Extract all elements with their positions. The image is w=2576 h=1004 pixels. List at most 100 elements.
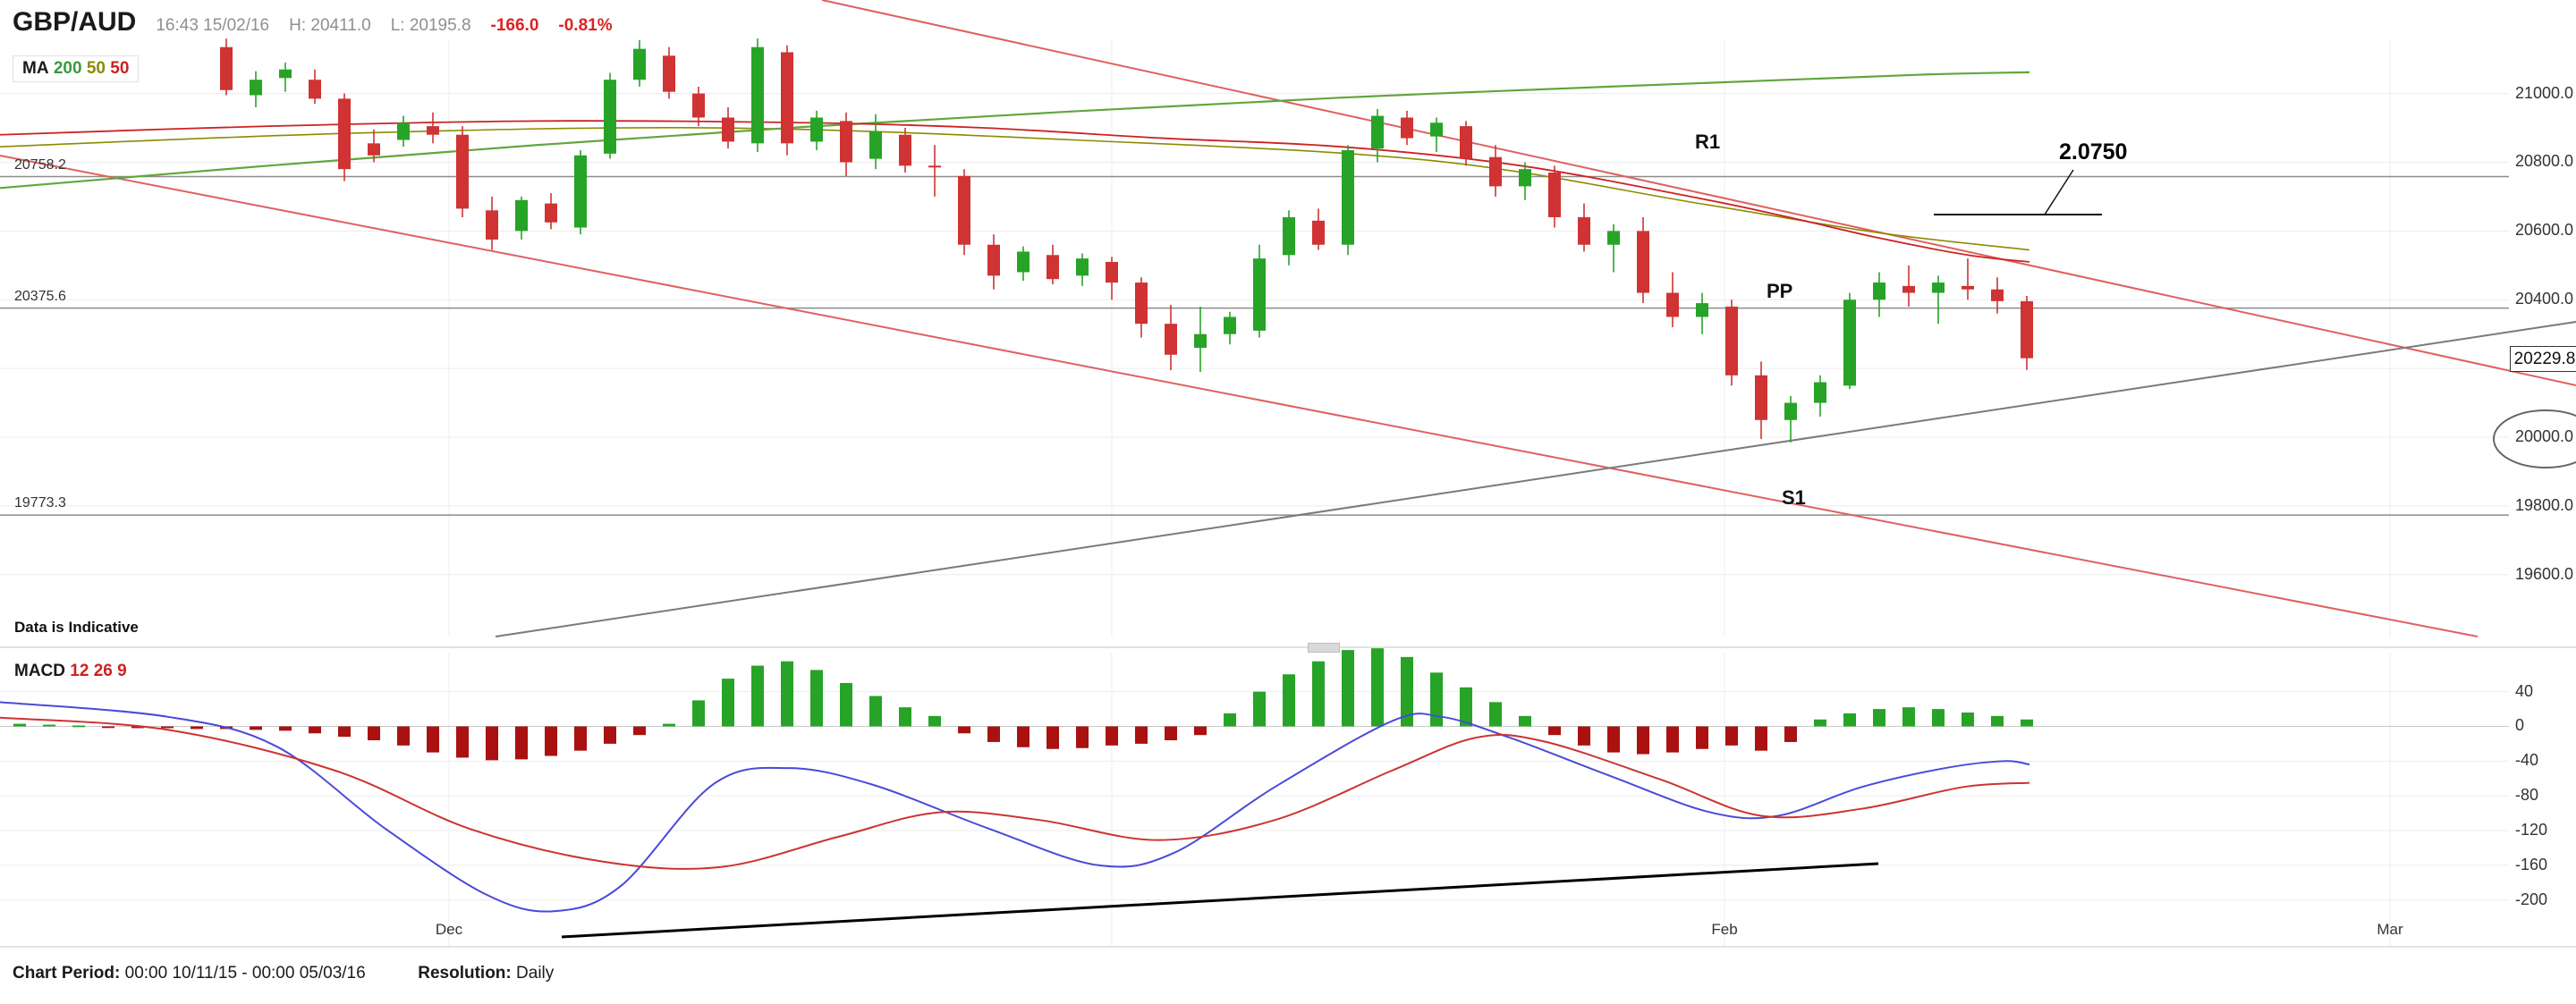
candle-body bbox=[486, 210, 498, 240]
macd-bar bbox=[545, 726, 557, 756]
macd-bar bbox=[810, 670, 823, 727]
macd-bar bbox=[1342, 650, 1354, 727]
candle-body bbox=[1991, 289, 2004, 301]
data-indicative-note: Data is Indicative bbox=[14, 619, 139, 636]
candle-body bbox=[1637, 231, 1649, 293]
macd-bar bbox=[338, 726, 351, 738]
macd-bar bbox=[1548, 726, 1561, 736]
change-value: -166.0 bbox=[490, 16, 539, 35]
change-percent: -0.81% bbox=[558, 16, 613, 35]
macd-histogram bbox=[13, 648, 2033, 761]
candle-body bbox=[368, 143, 380, 156]
candle-body bbox=[220, 46, 233, 90]
candle-body bbox=[869, 131, 882, 159]
macd-bar bbox=[1725, 726, 1738, 746]
quote-timestamp: 16:43 15/02/16 bbox=[156, 16, 270, 35]
macd-bar bbox=[515, 726, 528, 760]
macd-bar bbox=[2021, 719, 2033, 727]
candle-body bbox=[840, 121, 852, 163]
macd-bar bbox=[958, 726, 970, 734]
macd-bar bbox=[1962, 712, 1974, 727]
price-tick-label: 20000.0 bbox=[2515, 427, 2574, 446]
candle-body bbox=[1253, 258, 1266, 331]
candle-body bbox=[1932, 283, 1945, 293]
candle-body bbox=[427, 126, 439, 135]
macd-bar bbox=[840, 682, 852, 727]
ma50-red-period: 50 bbox=[110, 59, 130, 78]
candle-body bbox=[279, 69, 292, 79]
macd-bar bbox=[1637, 726, 1649, 755]
macd-tick-label: -120 bbox=[2515, 820, 2548, 839]
candle-body bbox=[899, 134, 911, 166]
ma-legend-label: MA bbox=[22, 59, 49, 78]
candle-body bbox=[1607, 231, 1620, 245]
macd-tick-label: -80 bbox=[2515, 786, 2539, 805]
macd-bar bbox=[309, 726, 321, 734]
candle-body bbox=[1401, 117, 1413, 139]
candle-body bbox=[1725, 306, 1738, 375]
chart-footer: Chart Period: 00:00 10/11/15 - 00:00 05/… bbox=[13, 964, 554, 983]
s1-annotation: S1 bbox=[1782, 486, 1806, 509]
r1-annotation: R1 bbox=[1695, 131, 1721, 153]
candle-body bbox=[574, 155, 587, 228]
macd-bar bbox=[427, 726, 439, 753]
candle-body bbox=[633, 48, 646, 80]
macd-bar bbox=[1046, 726, 1059, 749]
macd-legend[interactable]: MACD 12 26 9 bbox=[14, 662, 127, 681]
macd-bar bbox=[1991, 715, 2004, 727]
candle-body bbox=[515, 199, 528, 232]
ma50-red-line bbox=[0, 120, 2030, 263]
candle-body bbox=[722, 117, 734, 142]
macd-bar bbox=[191, 726, 203, 730]
macd-tick-label: -160 bbox=[2515, 855, 2548, 873]
macd-bar bbox=[397, 726, 410, 746]
candle-body bbox=[1489, 156, 1502, 187]
macd-bar bbox=[1784, 726, 1797, 742]
candle-body bbox=[1194, 333, 1207, 349]
candle-body bbox=[604, 80, 616, 154]
pp-annotation: PP bbox=[1767, 280, 1793, 302]
candle-body bbox=[1548, 173, 1561, 217]
macd-bar bbox=[72, 725, 85, 728]
chart-period-label: Chart Period: bbox=[13, 964, 121, 983]
price-tick-label: 20400.0 bbox=[2515, 290, 2574, 308]
candle-body bbox=[1696, 303, 1708, 317]
macd-bar bbox=[1312, 661, 1325, 727]
candle-body bbox=[1165, 324, 1177, 355]
candle-body bbox=[810, 117, 823, 142]
month-label: Feb bbox=[1711, 921, 1738, 938]
ma200-line bbox=[0, 71, 2030, 190]
candlestick-series bbox=[220, 38, 2033, 443]
macd-bar bbox=[1401, 656, 1413, 727]
symbol-title: GBP/AUD bbox=[13, 7, 137, 37]
macd-bar bbox=[1696, 726, 1708, 749]
candle-body bbox=[1224, 316, 1236, 334]
candle-body bbox=[751, 46, 764, 144]
candle-body bbox=[1312, 220, 1325, 245]
month-label: Dec bbox=[435, 921, 463, 938]
macd-bar bbox=[692, 700, 705, 727]
candle-body bbox=[1666, 292, 1679, 317]
price-tick-label: 20600.0 bbox=[2515, 221, 2574, 240]
candle-body bbox=[456, 134, 469, 209]
macd-bar bbox=[574, 726, 587, 751]
macd-bar bbox=[1430, 672, 1443, 727]
macd-bar bbox=[1519, 715, 1531, 727]
month-label: Mar bbox=[2377, 921, 2403, 938]
macd-bar bbox=[633, 726, 646, 736]
macd-bar bbox=[1873, 709, 1885, 727]
macd-bar bbox=[1607, 726, 1620, 753]
macd-bar bbox=[751, 665, 764, 727]
ma-legend[interactable]: MA 200 50 50 bbox=[13, 55, 140, 82]
pane-splitter-grip[interactable] bbox=[1308, 643, 1340, 653]
macd-bar bbox=[781, 661, 793, 727]
macd-bar bbox=[456, 726, 469, 758]
candle-body bbox=[1519, 169, 1531, 187]
candle-body bbox=[663, 55, 675, 92]
macd-line bbox=[0, 701, 2030, 913]
candle-body bbox=[1017, 251, 1030, 273]
macd-bar bbox=[869, 696, 882, 727]
macd-bar bbox=[987, 726, 1000, 742]
macd-bar bbox=[368, 726, 380, 741]
